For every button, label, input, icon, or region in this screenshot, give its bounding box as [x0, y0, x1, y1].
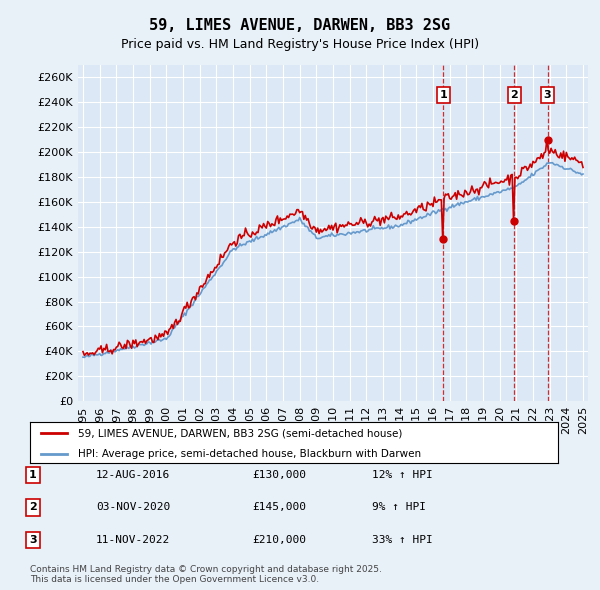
Text: 12-AUG-2016: 12-AUG-2016	[96, 470, 170, 480]
Text: 12% ↑ HPI: 12% ↑ HPI	[372, 470, 433, 480]
Text: 59, LIMES AVENUE, DARWEN, BB3 2SG: 59, LIMES AVENUE, DARWEN, BB3 2SG	[149, 18, 451, 32]
Text: 03-NOV-2020: 03-NOV-2020	[96, 503, 170, 512]
Text: 2: 2	[511, 90, 518, 100]
Text: £145,000: £145,000	[252, 503, 306, 512]
Text: 33% ↑ HPI: 33% ↑ HPI	[372, 535, 433, 545]
Text: 3: 3	[544, 90, 551, 100]
Text: £210,000: £210,000	[252, 535, 306, 545]
Text: 2: 2	[29, 503, 37, 512]
Text: 1: 1	[29, 470, 37, 480]
Text: Contains HM Land Registry data © Crown copyright and database right 2025.
This d: Contains HM Land Registry data © Crown c…	[30, 565, 382, 584]
Text: HPI: Average price, semi-detached house, Blackburn with Darwen: HPI: Average price, semi-detached house,…	[77, 449, 421, 459]
Text: 9% ↑ HPI: 9% ↑ HPI	[372, 503, 426, 512]
Text: 59, LIMES AVENUE, DARWEN, BB3 2SG (semi-detached house): 59, LIMES AVENUE, DARWEN, BB3 2SG (semi-…	[77, 428, 402, 438]
Text: £130,000: £130,000	[252, 470, 306, 480]
Text: 3: 3	[29, 535, 37, 545]
Text: 11-NOV-2022: 11-NOV-2022	[96, 535, 170, 545]
Text: 1: 1	[440, 90, 447, 100]
Text: Price paid vs. HM Land Registry's House Price Index (HPI): Price paid vs. HM Land Registry's House …	[121, 38, 479, 51]
